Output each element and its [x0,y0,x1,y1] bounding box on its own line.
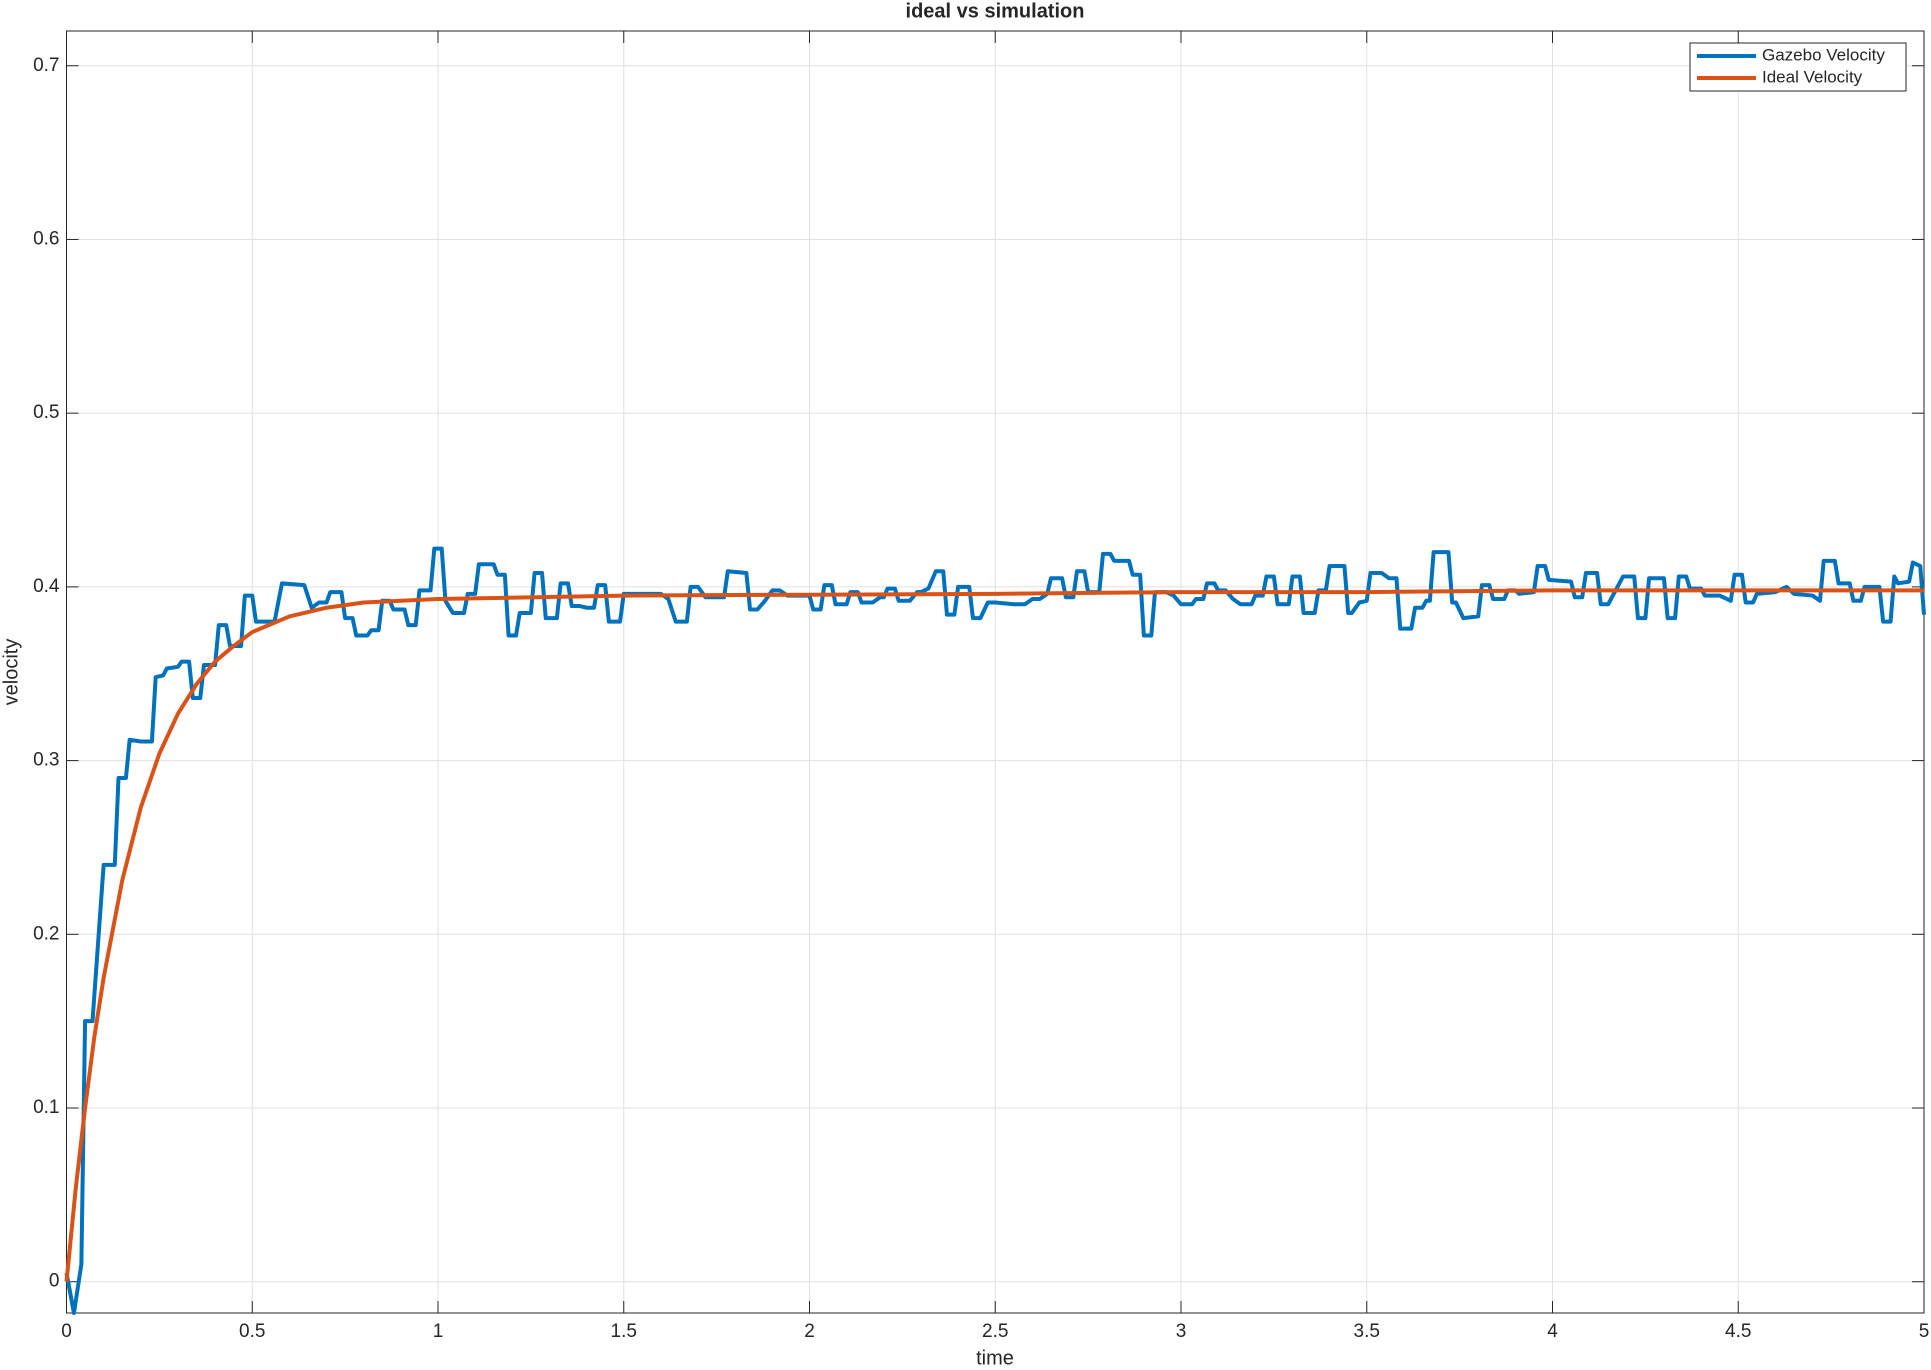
y-tick-label: 0.6 [33,228,59,249]
series-line [64,546,1926,1315]
y-tick-label: 0.1 [33,1097,59,1118]
x-tick-label: 3.5 [1354,1321,1380,1342]
x-tick-label: 4 [1547,1321,1558,1342]
x-tick-label: 0.5 [239,1321,265,1342]
y-tick-label: 0.2 [33,923,59,944]
y-tick-label: 0 [49,1271,60,1292]
x-axis-label: time [976,1347,1014,1369]
x-tick-label: 3 [1176,1321,1187,1342]
y-tick-label: 0.7 [33,55,59,76]
y-axis-label: velocity [0,639,22,706]
x-tick-label: 0 [61,1321,72,1342]
x-tick-label: 2.5 [982,1321,1008,1342]
x-tick-label: 2 [804,1321,815,1342]
y-tick-label: 0.3 [33,750,59,771]
y-tick-label: 0.4 [33,576,60,597]
x-tick-label: 5 [1919,1321,1930,1342]
chart-title: ideal vs simulation [906,0,1085,22]
plot-frame [66,30,1925,1314]
legend-box [1689,42,1907,92]
x-tick-label: 1 [433,1321,444,1342]
x-tick-label: 4.5 [1725,1321,1751,1342]
legend-label: Ideal Velocity [1762,67,1863,86]
x-tick-label: 1.5 [611,1321,637,1342]
y-tick-label: 0.5 [33,402,59,423]
series-line [64,588,1924,1282]
legend-label: Gazebo Velocity [1762,45,1885,64]
